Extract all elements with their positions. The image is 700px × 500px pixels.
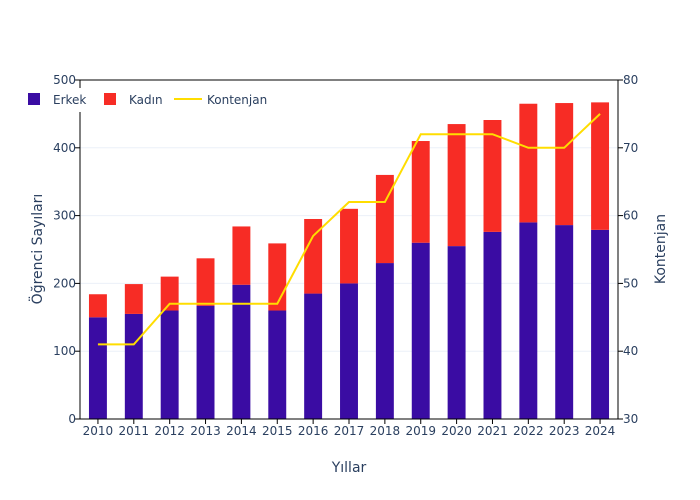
x-tick-label: 2013 [190, 424, 221, 438]
x-tick-label: 2021 [477, 424, 508, 438]
legend-background [20, 88, 160, 112]
y-tick-label: 400 [53, 141, 76, 155]
y-tick-label: 300 [53, 209, 76, 223]
y2-axis-title: Kontenjan [653, 214, 669, 284]
bar-kadın-2017[interactable] [340, 208, 358, 284]
bar-erkek-2010[interactable] [88, 317, 107, 419]
bar-erkek-2022[interactable] [519, 222, 538, 419]
x-tick-label: 2019 [405, 424, 436, 438]
x-tick-label: 2012 [154, 424, 185, 438]
line-layer [97, 113, 601, 346]
legend-label: Kontenjan [207, 93, 267, 107]
y-axis-title: Öğrenci Sayıları [28, 194, 46, 305]
legend-item-kadın[interactable]: Kadın [104, 93, 163, 107]
y2-tick-label: 60 [623, 209, 638, 223]
y-tick-label: 500 [53, 73, 76, 87]
bar-kadın-2021[interactable] [483, 120, 502, 232]
bar-erkek-2020[interactable] [447, 246, 466, 419]
bar-erkek-2012[interactable] [160, 310, 179, 419]
legend-label: Kadın [129, 93, 163, 107]
x-tick-label: 2015 [262, 424, 293, 438]
bar-erkek-2023[interactable] [555, 225, 574, 419]
y-tick-label: 200 [53, 276, 76, 290]
bar-erkek-2015[interactable] [268, 310, 287, 419]
x-tick-label: 2014 [226, 424, 257, 438]
y-tick-label: 0 [68, 412, 76, 426]
bar-kadın-2023[interactable] [555, 103, 574, 226]
bar-kadın-2020[interactable] [447, 124, 466, 247]
y-tick-label: 100 [53, 344, 76, 358]
bar-kadın-2015[interactable] [268, 243, 287, 311]
bar-kadın-2019[interactable] [411, 141, 430, 243]
y2-tick-label: 50 [623, 276, 638, 290]
x-tick-label: 2018 [370, 424, 401, 438]
x-tick-label: 2020 [441, 424, 472, 438]
bar-erkek-2017[interactable] [340, 283, 358, 419]
bar-kadın-2018[interactable] [375, 174, 394, 264]
bar-erkek-2021[interactable] [483, 231, 502, 419]
bar-erkek-2019[interactable] [411, 242, 430, 419]
bar-kadın-2016[interactable] [304, 218, 323, 294]
legend-label: Erkek [53, 93, 86, 107]
y2-tick-label: 70 [623, 141, 638, 155]
y2-tick-label: 40 [623, 344, 638, 358]
bar-erkek-2018[interactable] [375, 263, 394, 419]
bar-erkek-2013[interactable] [196, 305, 215, 419]
axes [75, 79, 623, 424]
x-tick-label: 2016 [298, 424, 329, 438]
bar-erkek-2011[interactable] [124, 313, 143, 419]
bar-erkek-2024[interactable] [591, 229, 610, 419]
bar-kadın-2012[interactable] [160, 276, 179, 311]
x-tick-label: 2017 [334, 424, 365, 438]
y2-tick-label: 30 [623, 412, 638, 426]
legend-item-erkek[interactable]: Erkek [28, 93, 86, 107]
tick-labels: 0 100 200 300 400 500 30 40 50 60 70 80 2010 2011 2012… [53, 73, 638, 438]
legend-swatch [28, 93, 40, 105]
bar-erkek-2014[interactable] [232, 284, 251, 419]
bars [88, 102, 610, 419]
bar-kadın-2013[interactable] [196, 258, 215, 306]
bar-kadın-2010[interactable] [88, 294, 107, 318]
x-tick-label: 2023 [549, 424, 580, 438]
x-tick-label: 2010 [83, 424, 114, 438]
x-tick-label: 2011 [119, 424, 150, 438]
bar-kadın-2022[interactable] [519, 103, 538, 223]
legend-item-kontenjan[interactable]: Kontenjan [174, 93, 267, 107]
x-axis-title: Yıllar [331, 460, 367, 476]
x-tick-label: 2024 [585, 424, 616, 438]
line-kontenjan[interactable] [97, 113, 601, 346]
bar-kadın-2011[interactable] [124, 284, 143, 314]
x-tick-label: 2022 [513, 424, 544, 438]
bar-kadın-2024[interactable] [591, 102, 610, 230]
bar-erkek-2016[interactable] [304, 293, 323, 419]
legend[interactable]: Erkek Kadın Kontenjan [20, 88, 267, 112]
legend-swatch [104, 93, 116, 105]
bar-kadın-2014[interactable] [232, 226, 251, 285]
y2-tick-label: 80 [623, 73, 638, 87]
